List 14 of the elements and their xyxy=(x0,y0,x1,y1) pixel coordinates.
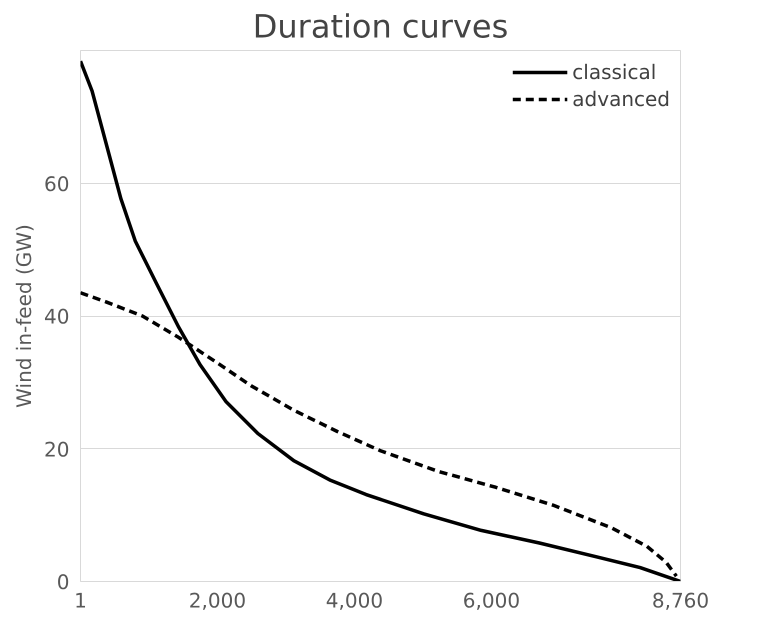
y-tick-label: 0 xyxy=(56,570,70,594)
y-tick-label: 40 xyxy=(44,304,70,328)
y-tick-label: 60 xyxy=(44,172,70,196)
line-series xyxy=(80,59,680,582)
x-tick-label: 2,000 xyxy=(188,588,246,612)
x-tick-label: 8,760 xyxy=(652,588,710,612)
chart-title: Duration curves xyxy=(252,8,508,46)
y-tick-label: 20 xyxy=(44,437,70,462)
legend-label: classical xyxy=(572,60,656,84)
x-tick-label: 6,000 xyxy=(462,588,520,612)
y-axis-title: Wind in-feed (GW) xyxy=(12,224,36,408)
x-tick-label: 1 xyxy=(74,588,87,612)
legend-label: advanced xyxy=(572,87,670,111)
x-tick-label: 4,000 xyxy=(326,588,384,612)
